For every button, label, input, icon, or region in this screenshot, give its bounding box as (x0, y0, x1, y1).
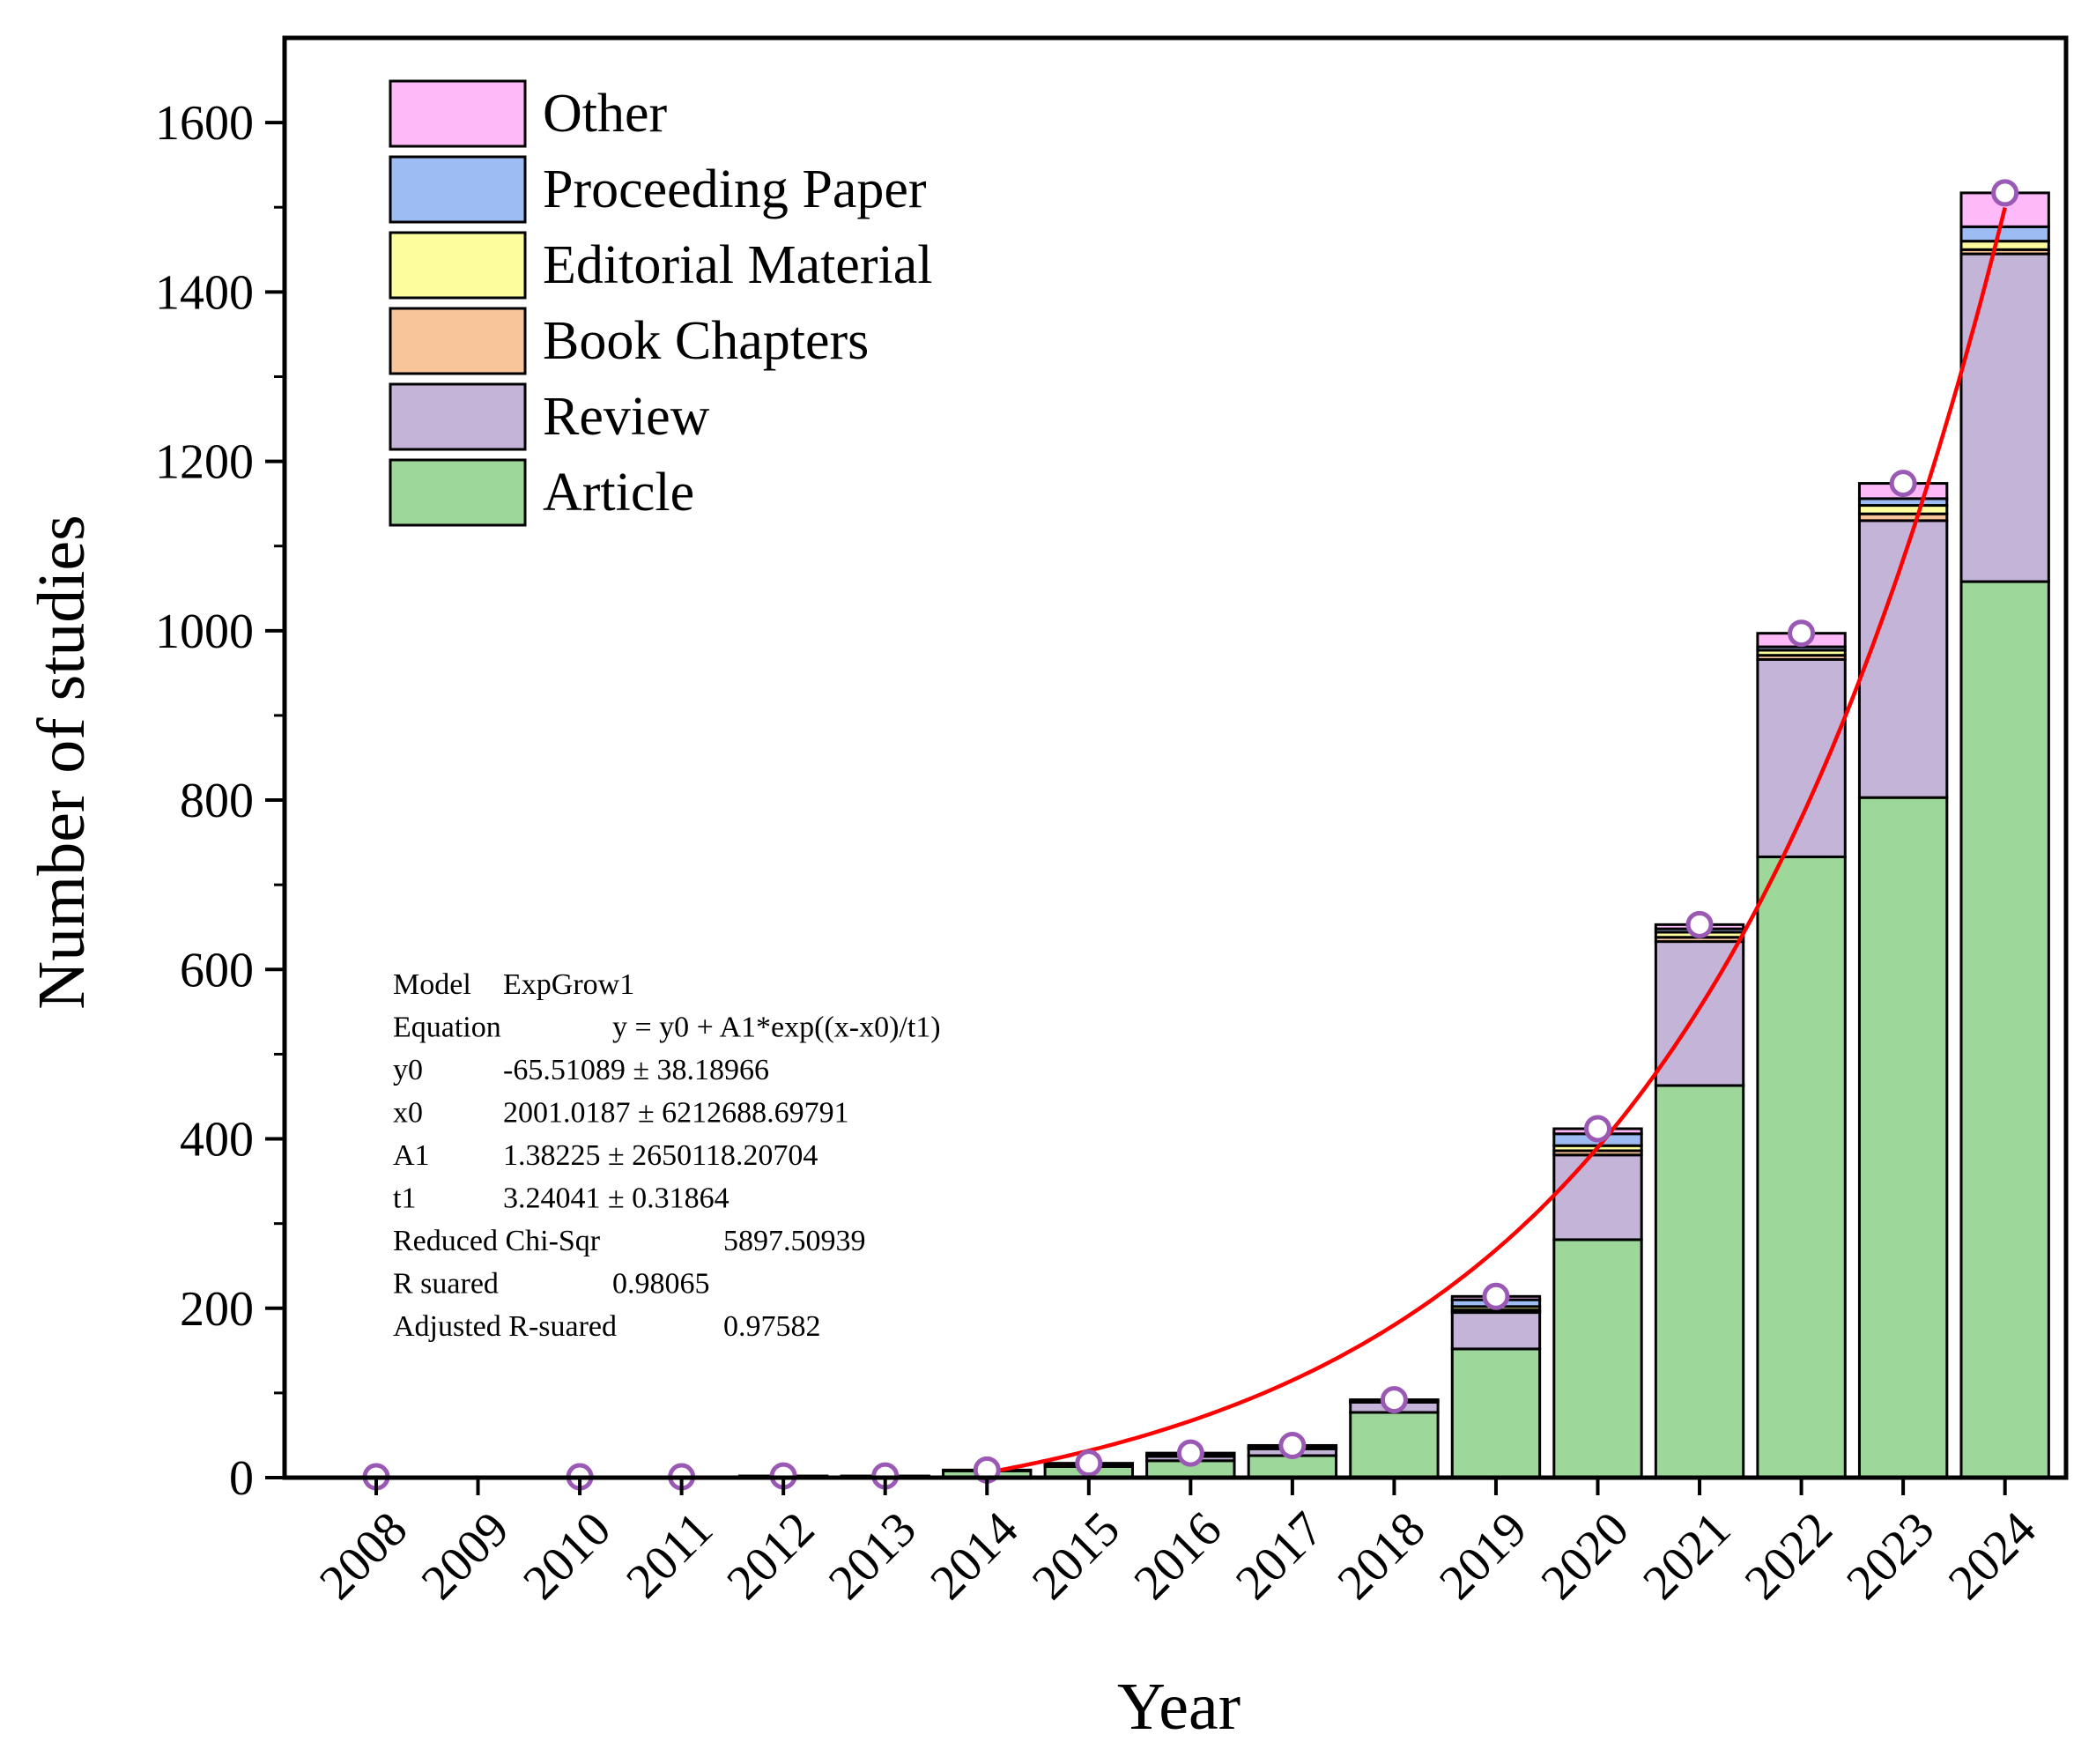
total-marker-2024 (1991, 179, 2019, 207)
legend-swatch-book-chapters (389, 307, 527, 375)
y-axis-title: Number of studies (25, 515, 99, 1009)
total-marker-2022 (1788, 619, 1816, 648)
x-tick-label: 2024 (1938, 1501, 2047, 1610)
y-tick-label: 1200 (155, 435, 254, 490)
x-tick-label: 2019 (1429, 1501, 1537, 1610)
total-marker-2015 (1075, 1449, 1103, 1478)
legend-swatch-editorial-material (389, 231, 527, 300)
x-tick-label: 2022 (1735, 1501, 1843, 1610)
annotation-key: A1 (393, 1139, 430, 1172)
bar-article-2023 (1857, 796, 1949, 1479)
y-tick-label: 1600 (155, 96, 254, 151)
legend-label-article: Article (543, 463, 694, 523)
x-tick-label: 2008 (309, 1501, 418, 1610)
y-tick-label: 200 (180, 1282, 254, 1337)
annotation-key: Model (393, 968, 471, 1001)
x-tick-label: 2010 (513, 1501, 621, 1610)
legend-label-proceeding-paper: Proceeding Paper (543, 159, 927, 219)
total-marker-2016 (1176, 1439, 1204, 1467)
y-tick-label: 400 (180, 1113, 254, 1167)
bar-review-2021 (1654, 940, 1745, 1087)
total-marker-2019 (1482, 1282, 1510, 1310)
bar-review-2022 (1756, 658, 1847, 858)
bar-article-2021 (1654, 1084, 1745, 1479)
legend-label-other: Other (543, 84, 668, 144)
annotation-value: 0.98065 (612, 1268, 710, 1301)
fit-curve (986, 207, 2007, 1475)
bar-article-2018 (1349, 1411, 1440, 1479)
legend-swatch-proceeding-paper (389, 155, 527, 224)
y-tick-label: 1400 (155, 265, 254, 320)
annotation-value: 3.24041 ± 0.31864 (503, 1182, 730, 1215)
x-tick-label: 2017 (1226, 1501, 1334, 1610)
annotation-key: Equation (393, 1012, 501, 1044)
total-marker-2018 (1380, 1386, 1408, 1414)
bar-article-2024 (1959, 580, 2050, 1479)
annotation-value: 2001.0187 ± 6212688.69791 (503, 1097, 849, 1130)
bar-article-2020 (1552, 1238, 1643, 1479)
annotation-key: y0 (393, 1054, 423, 1086)
annotation-value: 5897.50939 (723, 1225, 866, 1257)
x-tick-label: 2020 (1531, 1501, 1640, 1610)
annotation-value: -65.51089 ± 38.18966 (503, 1054, 769, 1086)
x-tick-label: 2018 (1328, 1501, 1436, 1610)
legend-swatch-article (389, 458, 527, 527)
x-tick-label: 2013 (818, 1501, 927, 1610)
x-tick-label: 2016 (1123, 1501, 1232, 1610)
bar-review-2024 (1959, 252, 2050, 583)
legend-swatch-other (389, 79, 527, 148)
annotation-key: Adjusted R-suared (393, 1310, 617, 1343)
annotation-key: R suared (393, 1268, 499, 1301)
annotation-value: ExpGrow1 (503, 968, 634, 1001)
annotation-key: Reduced Chi-Sqr (393, 1225, 601, 1257)
annotation-value: 1.38225 ± 2650118.20704 (503, 1139, 818, 1172)
x-tick-label: 2009 (411, 1501, 520, 1610)
annotation-value: 0.97582 (723, 1310, 821, 1343)
legend-swatch-review (389, 382, 527, 451)
total-marker-2020 (1584, 1115, 1612, 1143)
x-tick-label: 2011 (616, 1501, 723, 1609)
x-tick-label: 2023 (1836, 1501, 1944, 1610)
x-tick-label: 2014 (920, 1501, 1028, 1610)
y-tick-label: 800 (180, 774, 254, 828)
bar-review-2020 (1552, 1153, 1643, 1241)
y-tick-label: 0 (229, 1451, 254, 1506)
legend-label-editorial-material: Editorial Material (543, 235, 932, 295)
x-tick-label: 2015 (1022, 1501, 1130, 1610)
legend-label-book-chapters: Book Chapters (543, 311, 869, 371)
annotation-value: y = y0 + A1*exp((x-x0)/t1) (612, 1012, 941, 1044)
x-axis-title: Year (1117, 1670, 1241, 1744)
annotation-key: t1 (393, 1182, 416, 1215)
total-marker-2017 (1278, 1431, 1307, 1459)
fit-layer (986, 207, 2007, 1475)
total-marker-2021 (1685, 910, 1714, 938)
bar-proceeding-paper-2024 (1959, 225, 2050, 243)
y-tick-label: 600 (180, 943, 254, 997)
legend-label-review: Review (543, 387, 710, 447)
x-tick-label: 2021 (1633, 1501, 1741, 1610)
plot-frame (282, 35, 2069, 1480)
bar-article-2019 (1450, 1347, 1542, 1479)
legend: Other Proceeding Paper Editorial Material B… (389, 79, 932, 527)
y-tick-label: 1000 (155, 604, 254, 659)
bar-article-2022 (1756, 855, 1847, 1479)
x-tick-label: 2012 (716, 1501, 825, 1610)
total-marker-2023 (1889, 470, 1917, 498)
annotation-key: x0 (393, 1097, 423, 1130)
bar-review-2019 (1450, 1311, 1542, 1351)
